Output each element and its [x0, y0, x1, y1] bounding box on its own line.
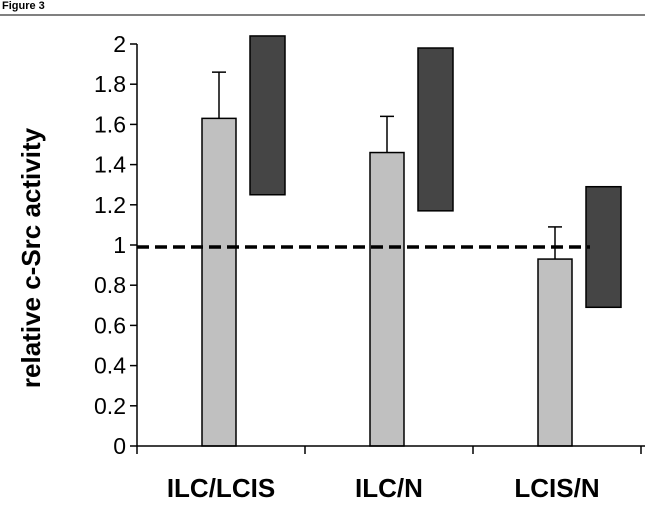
range-box [585, 185, 622, 309]
range-box [417, 47, 454, 212]
y-tick-label: 1.4 [94, 152, 126, 178]
y-axis-title: relative c-Src activity [16, 127, 46, 388]
x-category-label: ILC/LCIS [167, 473, 275, 503]
x-category-label: LCIS/N [514, 473, 599, 503]
y-tick-label: 1.6 [94, 111, 126, 137]
axes [136, 44, 645, 454]
x-category-label: ILC/N [355, 473, 423, 503]
bar [369, 151, 405, 447]
x-axis-labels: ILC/LCIS ILC/N LCIS/N [167, 473, 600, 503]
error-bars [212, 71, 562, 260]
y-tick-label: 1 [113, 232, 126, 258]
y-tick-label: 0.4 [94, 353, 126, 379]
y-tick-label: 1.8 [94, 71, 126, 97]
y-tick-label: 0.6 [94, 312, 126, 338]
range-boxes [249, 35, 622, 309]
y-tick-label: 0 [113, 433, 126, 459]
y-tick-label: 1.2 [94, 192, 126, 218]
y-axis: 0 0.2 0.4 0.6 0.8 1 1.2 1.4 1.6 1.8 2 [94, 31, 137, 459]
y-tick-label: 2 [113, 31, 126, 57]
bar [201, 117, 237, 447]
corner-label: Figure 3 [2, 0, 45, 12]
y-tick-label: 0.8 [94, 272, 126, 298]
y-tick-label: 0.2 [94, 393, 126, 419]
range-box [249, 35, 286, 196]
bar [537, 258, 573, 447]
